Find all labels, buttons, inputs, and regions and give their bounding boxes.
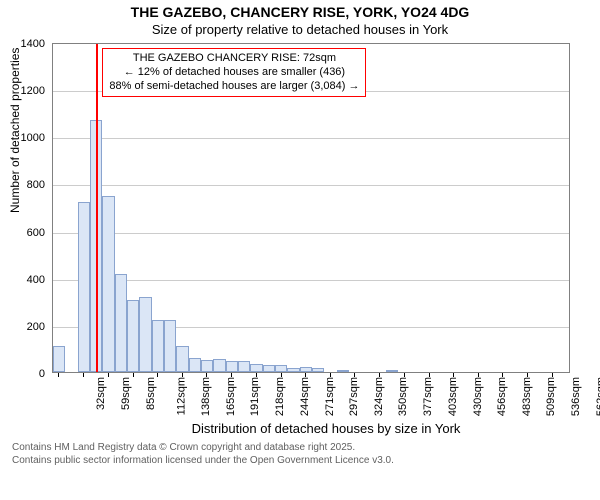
xtick-label: 377sqm xyxy=(422,377,434,416)
xtick xyxy=(527,373,528,377)
xtick xyxy=(133,373,134,377)
ytick-label: 600 xyxy=(27,227,45,239)
xtick xyxy=(256,373,257,377)
xtick xyxy=(305,373,306,377)
histogram-bar xyxy=(53,346,65,372)
xtick-label: 218sqm xyxy=(274,377,286,416)
histogram-bar xyxy=(78,202,90,372)
ytick-label: 0 xyxy=(39,368,45,380)
xtick xyxy=(354,373,355,377)
histogram-bar xyxy=(226,361,238,372)
xtick-label: 350sqm xyxy=(397,377,409,416)
xtick-label: 191sqm xyxy=(249,377,261,416)
xtick xyxy=(182,373,183,377)
histogram-bar xyxy=(287,368,299,372)
histogram-bar xyxy=(189,358,201,372)
xtick-label: 32sqm xyxy=(95,377,107,410)
gridline xyxy=(53,233,569,234)
title-block: THE GAZEBO, CHANCERY RISE, YORK, YO24 4D… xyxy=(0,4,600,37)
gridline xyxy=(53,138,569,139)
xtick xyxy=(502,373,503,377)
plot-area: 0200400600800100012001400 THE GAZEBO CHA… xyxy=(52,43,570,373)
xtick xyxy=(58,373,59,377)
ytick-label: 1000 xyxy=(21,132,45,144)
histogram-bar xyxy=(164,320,176,372)
histogram-bar xyxy=(139,297,151,372)
annotation-line-2: ← 12% of detached houses are smaller (43… xyxy=(109,66,359,80)
histogram-bar xyxy=(201,360,213,372)
marker-line xyxy=(96,44,98,372)
xtick-label: 456sqm xyxy=(496,377,508,416)
chart-area: Number of detached properties 0200400600… xyxy=(52,43,600,436)
xtick-label: 112sqm xyxy=(175,377,187,415)
histogram-bar xyxy=(238,361,250,372)
histogram-bar xyxy=(263,365,275,372)
histogram-bar xyxy=(312,368,324,372)
xtick xyxy=(83,373,84,377)
xtick-label: 483sqm xyxy=(521,377,533,416)
xtick xyxy=(157,373,158,377)
xtick xyxy=(429,373,430,377)
xtick-label: 297sqm xyxy=(348,377,360,416)
xtick xyxy=(552,373,553,377)
xtick xyxy=(108,373,109,377)
histogram-bar xyxy=(275,365,287,372)
histogram-bar xyxy=(115,274,127,372)
ytick-label: 400 xyxy=(27,274,45,286)
gridline xyxy=(53,185,569,186)
footer: Contains HM Land Registry data © Crown c… xyxy=(12,442,600,467)
xtick-label: 244sqm xyxy=(299,377,311,416)
annotation-line-3: 88% of semi-detached houses are larger (… xyxy=(109,80,359,94)
histogram-bar xyxy=(337,370,349,372)
histogram-bar xyxy=(213,359,225,372)
histogram-bar xyxy=(176,346,188,372)
histogram-bar xyxy=(127,300,139,372)
xtick xyxy=(281,373,282,377)
ytick-label: 1400 xyxy=(21,38,45,50)
ytick-label: 200 xyxy=(27,321,45,333)
histogram-bar xyxy=(250,364,262,372)
marker-annotation: THE GAZEBO CHANCERY RISE: 72sqm ← 12% of… xyxy=(102,48,366,97)
xtick-label: 138sqm xyxy=(200,377,212,416)
xaxis-label: Distribution of detached houses by size … xyxy=(52,421,600,436)
ytick-label: 800 xyxy=(27,179,45,191)
xtick xyxy=(379,373,380,377)
histogram-bar xyxy=(152,320,164,372)
xtick-label: 324sqm xyxy=(373,377,385,416)
annotation-line-1: THE GAZEBO CHANCERY RISE: 72sqm xyxy=(109,52,359,66)
xtick xyxy=(453,373,454,377)
footer-line-2: Contains public sector information licen… xyxy=(12,455,600,468)
xtick xyxy=(330,373,331,377)
xtick-label: 403sqm xyxy=(447,377,459,416)
xtick-label: 59sqm xyxy=(120,377,132,410)
title-sub: Size of property relative to detached ho… xyxy=(0,22,600,37)
ytick-label: 1200 xyxy=(21,85,45,97)
xtick-label: 430sqm xyxy=(472,377,484,416)
title-main: THE GAZEBO, CHANCERY RISE, YORK, YO24 4D… xyxy=(0,4,600,20)
xtick xyxy=(206,373,207,377)
xtick-label: 271sqm xyxy=(324,377,336,416)
xtick-label: 165sqm xyxy=(225,377,237,416)
xtick xyxy=(231,373,232,377)
gridline xyxy=(53,280,569,281)
xtick xyxy=(478,373,479,377)
xtick-label: 85sqm xyxy=(145,377,157,410)
footer-line-1: Contains HM Land Registry data © Crown c… xyxy=(12,442,600,455)
histogram-bar xyxy=(102,196,114,372)
xtick-label: 509sqm xyxy=(545,377,557,416)
xtick-label: 536sqm xyxy=(570,377,582,416)
histogram-bar xyxy=(300,367,312,372)
yaxis-label: Number of detached properties xyxy=(8,48,22,213)
histogram-bar xyxy=(386,370,398,372)
xtick-label: 562sqm xyxy=(595,377,600,416)
xtick xyxy=(404,373,405,377)
